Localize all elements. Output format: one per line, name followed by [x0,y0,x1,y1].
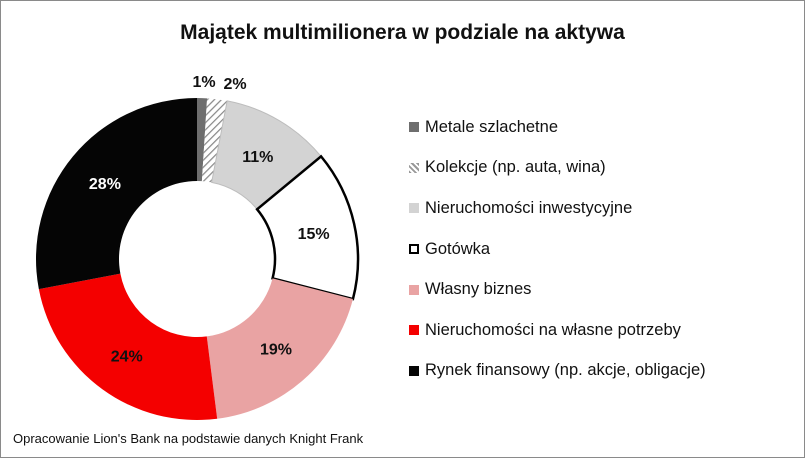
legend-swatch [409,122,419,133]
legend-label: Nieruchomości na własne potrzeby [425,320,681,339]
slice-4 [206,278,353,419]
slice-5 [38,273,218,420]
data-label-0: 1% [192,74,215,91]
data-label-1: 2% [223,76,246,93]
slice-3 [255,154,360,301]
legend-label: Kolekcje (np. auta, wina) [425,158,606,177]
data-label-5: 24% [111,349,143,366]
slice-6 [35,98,197,290]
data-label-4: 19% [260,342,292,359]
legend-swatch [409,162,419,173]
legend-swatch [409,244,419,255]
legend-item: Kolekcje (np. auta, wina) [409,148,706,189]
legend-swatch [409,284,419,295]
legend-label: Metale szlachetne [425,117,558,136]
legend-item: Nieruchomości inwestycyjne [409,188,706,229]
legend-item: Własny biznes [409,269,706,310]
chart-title: Majątek multimilionera w podziale na akt… [180,21,625,44]
legend-label: Gotówka [425,239,491,258]
data-label-6: 28% [89,176,121,193]
data-label-3: 15% [298,226,330,243]
source-note: Opracowanie Lion's Bank na podstawie dan… [13,431,364,446]
legend-swatch [409,203,419,214]
data-label-2: 11% [242,149,273,166]
legend-swatch [409,325,419,336]
legend-label: Nieruchomości inwestycyjne [425,198,633,217]
legend: Metale szlachetne Kolekcje (np. auta, win… [409,107,706,391]
legend-label: Własny biznes [425,280,532,299]
legend-item: Metale szlachetne [409,107,706,148]
slice-1 [201,98,228,183]
legend-label: Rynek finansowy (np. akcje, obligacje) [425,361,706,380]
legend-item: Gotówka [409,229,706,270]
legend-item: Rynek finansowy (np. akcje, obligacje) [409,351,706,392]
legend-item: Nieruchomości na własne potrzeby [409,310,706,351]
slice-0 [197,98,208,182]
legend-swatch [409,365,419,376]
